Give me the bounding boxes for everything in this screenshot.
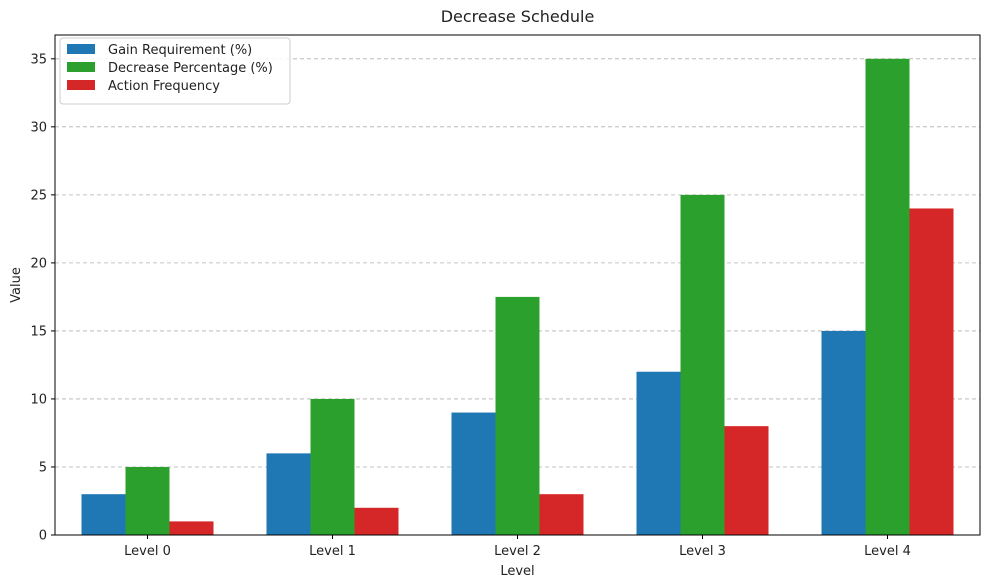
legend-label: Decrease Percentage (%) <box>108 61 273 76</box>
y-tick-label: 10 <box>30 392 47 407</box>
y-tick-label: 5 <box>39 460 47 475</box>
bar <box>81 494 126 535</box>
x-tick-label: Level 4 <box>864 544 911 559</box>
x-axis-label: Level <box>500 564 534 579</box>
legend-label: Action Frequency <box>108 79 220 94</box>
x-tick-label: Level 3 <box>679 544 726 559</box>
bar <box>865 58 910 536</box>
bar <box>724 426 769 535</box>
bar <box>495 296 540 535</box>
bar <box>169 521 214 535</box>
axis-ticks: 0 5 10 15 20 25 30 35 Level 0 Level 1 Level 2 Level… <box>30 52 910 559</box>
bar <box>354 507 399 535</box>
bar <box>680 194 725 535</box>
chart-title: Decrease Schedule <box>441 7 595 26</box>
bar <box>451 412 496 535</box>
legend-swatch <box>67 80 95 90</box>
y-tick-label: 0 <box>39 529 47 544</box>
bar <box>909 208 954 535</box>
y-tick-label: 25 <box>30 188 47 203</box>
x-tick-label: Level 0 <box>124 544 171 559</box>
legend: Gain Requirement (%) Decrease Percentage … <box>59 37 291 105</box>
x-tick-label: Level 1 <box>309 544 356 559</box>
y-tick-label: 20 <box>30 256 47 271</box>
legend-box <box>59 37 291 105</box>
bar <box>266 453 311 535</box>
bars <box>81 58 954 536</box>
legend-swatch <box>67 62 95 72</box>
y-tick-label: 35 <box>30 52 47 67</box>
legend-swatch <box>67 44 95 54</box>
bar <box>310 398 355 535</box>
bar <box>125 466 170 535</box>
y-axis-label: Value <box>9 267 24 303</box>
x-tick-label: Level 2 <box>494 544 541 559</box>
bar <box>636 371 681 535</box>
bar <box>539 494 584 535</box>
y-tick-label: 30 <box>30 120 47 135</box>
y-tick-label: 15 <box>30 324 47 339</box>
legend-label: Gain Requirement (%) <box>108 43 252 58</box>
bar <box>821 330 866 535</box>
